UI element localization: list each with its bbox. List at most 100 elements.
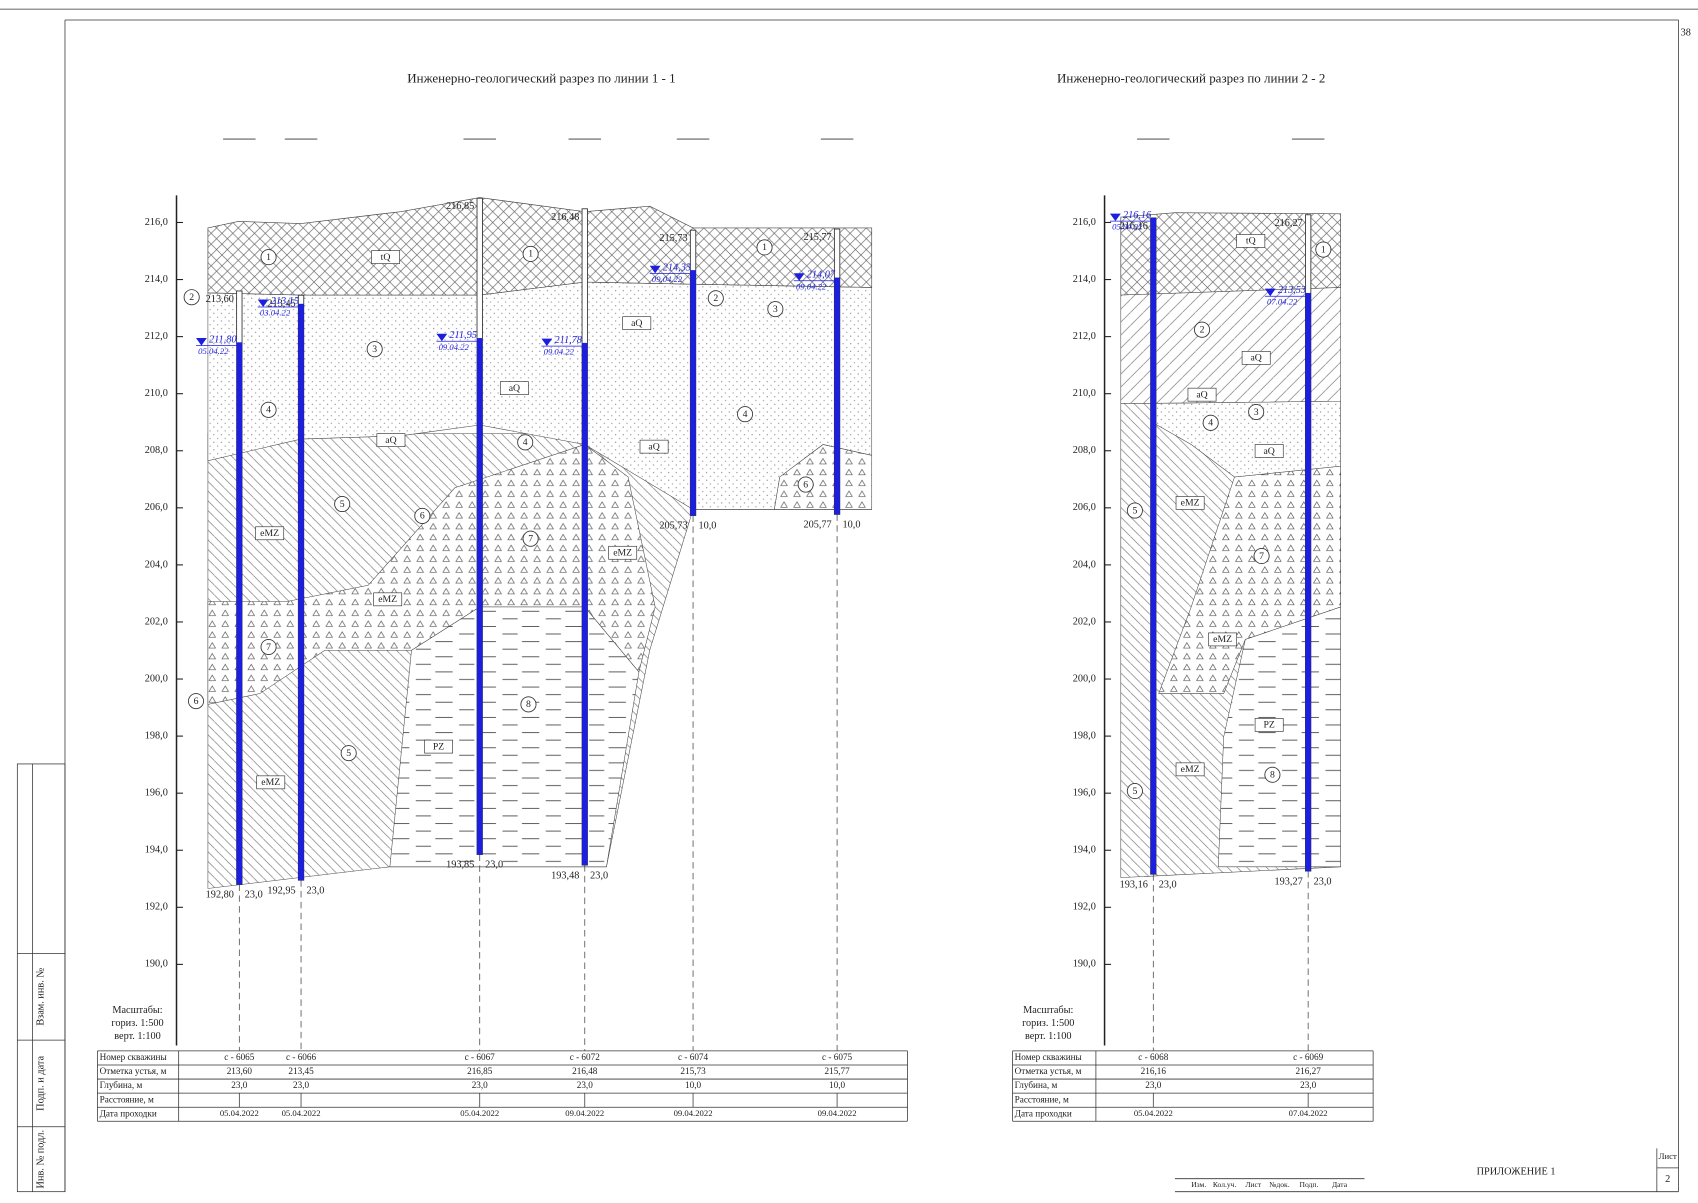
layer-code-box — [639, 439, 669, 454]
stamp-label: Инв. № подл. — [36, 1130, 47, 1189]
axis-tick-label: 194,0 — [1073, 845, 1096, 856]
axis-tick-label: 198,0 — [145, 730, 168, 741]
layer-code: eMZ — [1213, 634, 1232, 645]
layer-code-box — [1236, 234, 1266, 248]
sign-header: №док. — [1269, 1180, 1290, 1189]
scale-note: верт. 1:100 — [1025, 1031, 1072, 1042]
bottom-elevation: 193,48 — [551, 870, 579, 881]
table-elevation: 213,60 — [227, 1066, 253, 1076]
layer-code: tQ — [1246, 236, 1256, 247]
side-stamp: Взам. инв. № Подп. и дата Инв. № подл. — [16, 763, 66, 1193]
layer-code: PZ — [1263, 720, 1274, 731]
title-block: Изм. Кол.уч. Лист №док. Подп. Дата ПРИЛО… — [1174, 1148, 1679, 1193]
layer-code-box — [622, 316, 652, 331]
water-interval — [236, 342, 243, 885]
layer-number: 4 — [266, 405, 271, 416]
axis-tick-label: 204,0 — [145, 559, 168, 570]
table-borehole-name: с - 6072 — [570, 1052, 601, 1062]
layer-circle — [707, 290, 724, 307]
water-level-marker — [257, 299, 269, 308]
table-elevation: 216,85 — [467, 1066, 493, 1076]
layer-circle — [1126, 782, 1143, 800]
sign-header: Кол.уч. — [1213, 1180, 1237, 1189]
scale-note: гориз. 1:500 — [111, 1018, 163, 1029]
table-header: Отметка устья, м — [1015, 1066, 1082, 1076]
layer-code-box — [608, 545, 638, 560]
layer-code: PZ — [433, 741, 444, 752]
layer-circle — [334, 496, 351, 513]
sheet-label: Лист — [1659, 1151, 1677, 1161]
layer-number: 6 — [194, 696, 199, 707]
bottom-elevation: 193,16 — [1120, 879, 1148, 890]
layer-code: aQ — [1196, 389, 1207, 400]
layer-code-box — [1187, 387, 1217, 402]
axis-tick-label: 190,0 — [145, 959, 168, 970]
bottom-elevation: 193,27 — [1275, 876, 1303, 887]
axis-tick-label: 196,0 — [145, 788, 168, 799]
table-date: 09.04.2022 — [818, 1108, 857, 1118]
table-header: Глубина, м — [1015, 1080, 1058, 1090]
layer-code: eMZ — [261, 777, 280, 788]
layer-code-box — [1175, 762, 1205, 777]
water-date: 09.04.22 — [796, 281, 827, 291]
layer-code: aQ — [385, 435, 396, 446]
borehole-depth: 23,0 — [306, 885, 324, 896]
layer-circle — [187, 693, 205, 710]
layer-code-box — [255, 526, 285, 541]
axis-tick-label: 200,0 — [1073, 673, 1096, 684]
table-depth: 23,0 — [472, 1080, 488, 1090]
layer-circle — [756, 239, 773, 256]
layer-code: aQ — [1250, 353, 1261, 364]
water-level-marker — [196, 337, 207, 346]
axis-tick-label: 198,0 — [1073, 730, 1096, 741]
water-date: 09.04.22 — [544, 347, 575, 357]
layer-circle — [767, 301, 784, 318]
layer-code: aQ — [1263, 446, 1274, 457]
borehole-depth: 23,0 — [245, 890, 263, 901]
table-borehole-name: с - 6069 — [1293, 1052, 1324, 1062]
sign-header: Изм. — [1191, 1180, 1206, 1189]
layer-code-box — [499, 381, 529, 395]
layer-circle — [522, 245, 539, 262]
layer-number: 3 — [1254, 407, 1259, 418]
bottom-elevation: 205,77 — [803, 520, 831, 531]
stamp-label: Взам. инв. № — [36, 968, 47, 1026]
layer-circle — [1194, 321, 1211, 338]
water-level: 211,80 — [209, 335, 236, 346]
layer-code: eMZ — [613, 548, 632, 559]
table-elevation: 216,16 — [1141, 1066, 1167, 1076]
table-header: Отметка устья, м — [100, 1066, 167, 1076]
water-level-marker — [436, 333, 448, 342]
axis-tick-label: 208,0 — [145, 445, 168, 456]
top-elevation: 216,27 — [1275, 218, 1303, 229]
layer-8 — [389, 606, 640, 868]
layer-code-box — [373, 592, 403, 607]
table-elevation: 216,27 — [1296, 1066, 1322, 1076]
layer-code-box — [376, 433, 406, 447]
water-interval — [477, 338, 483, 855]
layer-code: aQ — [631, 318, 642, 329]
water-interval — [298, 303, 304, 881]
water-level: 211,78 — [554, 335, 582, 346]
table-header: Дата проходки — [100, 1108, 157, 1118]
borehole-depth: 23,0 — [590, 870, 608, 881]
layer-code-box — [1208, 632, 1238, 647]
water-level: 213,15 — [271, 296, 299, 307]
water-level: 211,95 — [449, 330, 476, 341]
borehole-depth: 23,0 — [485, 860, 503, 871]
table-borehole-name: с - 6066 — [286, 1052, 317, 1062]
borehole-depth: 10,0 — [843, 520, 861, 531]
layer-code-box — [1241, 351, 1271, 365]
water-level-marker — [649, 265, 661, 274]
layer-circle — [260, 401, 277, 418]
water-date: 07.04.22 — [1267, 297, 1298, 307]
axis-tick-label: 212,0 — [1073, 331, 1096, 342]
layer-number: 7 — [266, 642, 271, 653]
sheet-value: 2 — [1665, 1174, 1670, 1185]
layer-circle — [1248, 403, 1265, 421]
layer-number: 2 — [1200, 324, 1205, 335]
sign-header: Лист — [1245, 1180, 1262, 1189]
axis-tick-label: 206,0 — [145, 502, 168, 513]
axis-tick-label: 216,0 — [1073, 217, 1096, 228]
